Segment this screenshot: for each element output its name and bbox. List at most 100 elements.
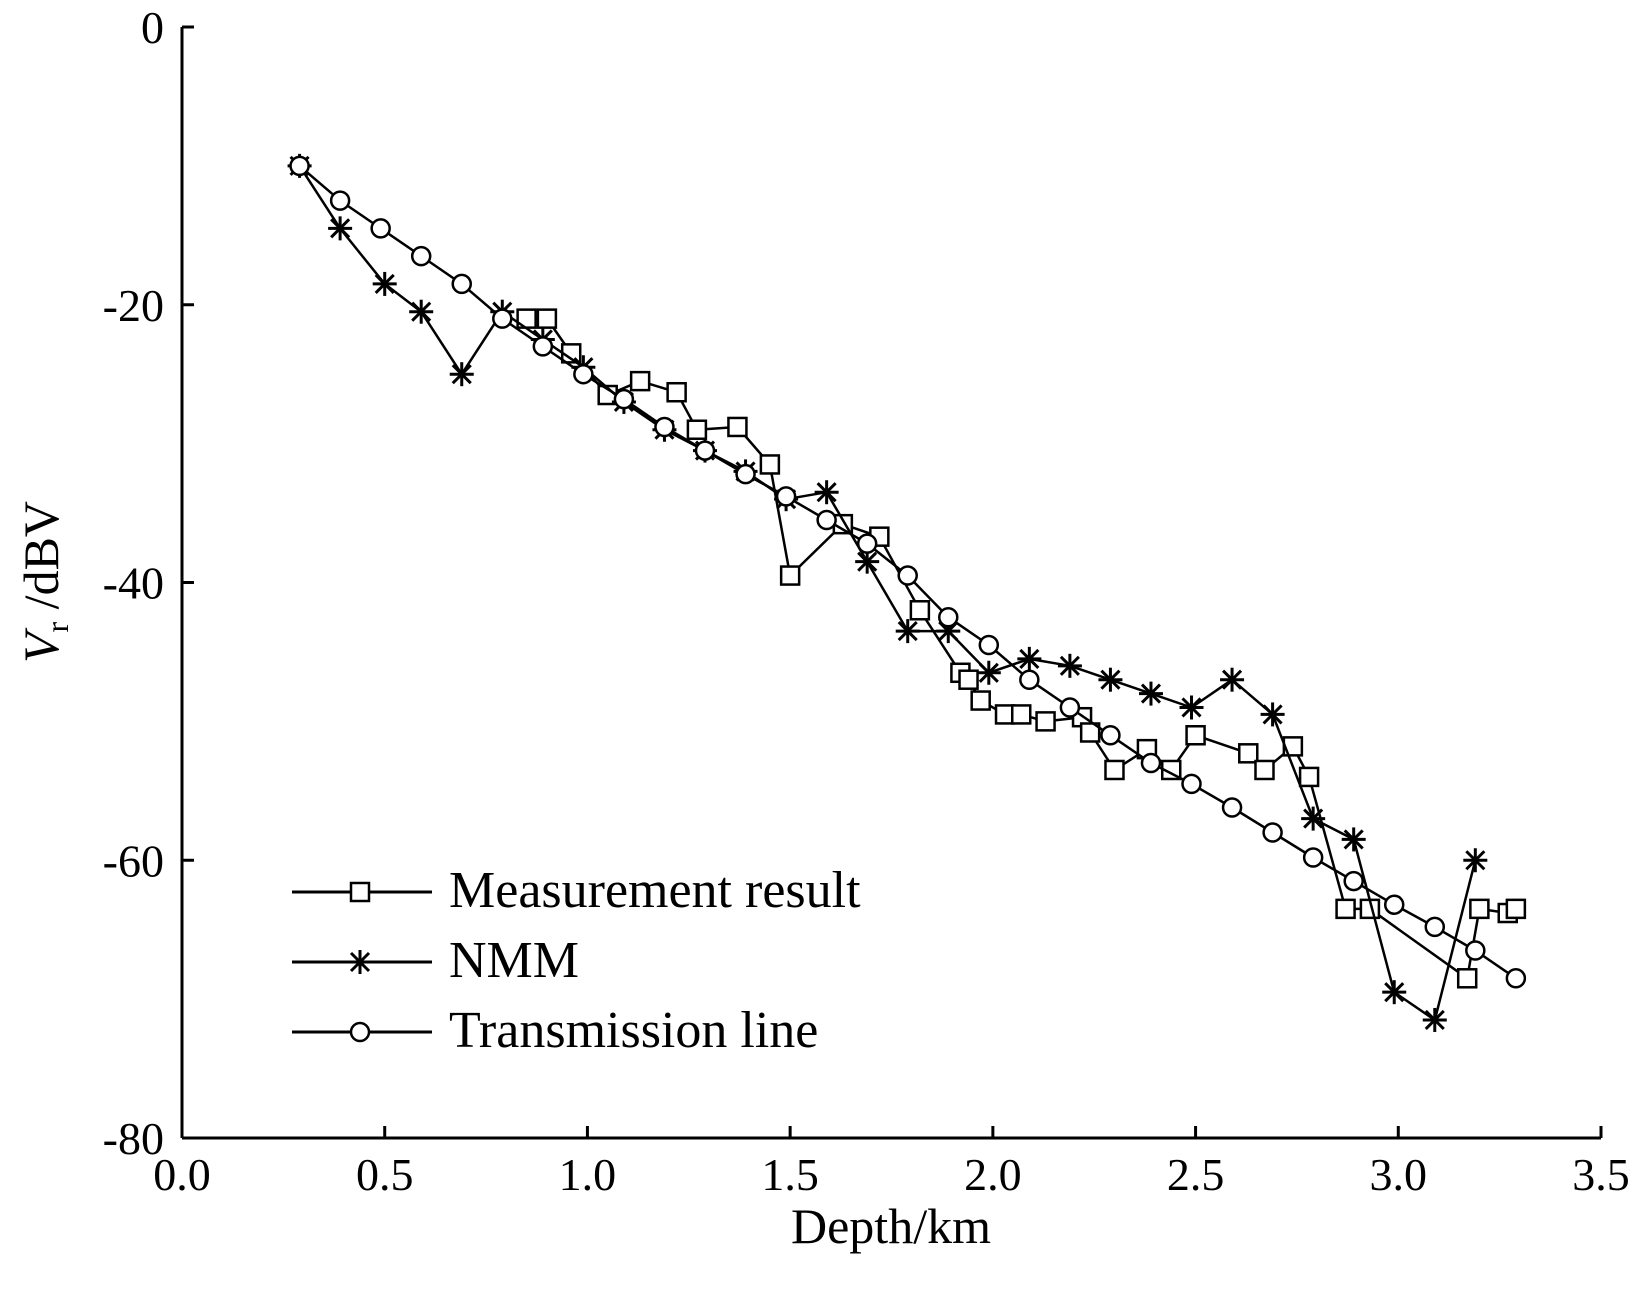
data-point xyxy=(1422,1007,1447,1032)
data-point xyxy=(1010,704,1032,725)
data-point xyxy=(938,606,959,628)
y-tick-label: 0 xyxy=(141,2,164,53)
data-point xyxy=(1456,968,1478,989)
data-point xyxy=(1220,667,1245,692)
data-point xyxy=(895,619,920,644)
data-point xyxy=(686,419,708,440)
y-tick-label: -60 xyxy=(103,835,164,886)
data-point xyxy=(328,216,353,241)
legend-label-measurement: Measurement result xyxy=(449,862,861,919)
y-axis-title-subscript: r xyxy=(39,621,75,632)
data-point xyxy=(1185,725,1206,746)
x-tick-label: 3.0 xyxy=(1370,1149,1428,1200)
y-tick-label: -80 xyxy=(103,1113,164,1164)
data-point xyxy=(1260,702,1285,727)
data-point xyxy=(1017,646,1042,671)
data-point xyxy=(1382,980,1407,1005)
x-tick-label: 2.0 xyxy=(964,1149,1022,1200)
data-point xyxy=(1059,697,1081,718)
data-point xyxy=(1343,870,1364,892)
data-point xyxy=(1301,806,1326,831)
data-point xyxy=(289,155,310,177)
data-point xyxy=(370,218,391,239)
y-tick-label: -20 xyxy=(103,280,164,331)
data-point xyxy=(613,388,635,410)
data-point xyxy=(654,416,675,438)
data-point xyxy=(1100,725,1121,746)
data-point xyxy=(1424,916,1446,938)
data-point xyxy=(759,454,781,475)
data-point xyxy=(573,363,594,385)
data-point xyxy=(1341,827,1366,852)
data-point xyxy=(1098,667,1123,692)
data-point xyxy=(1140,752,1162,774)
data-point xyxy=(1262,822,1283,843)
y-axis-title-main: V xyxy=(13,627,69,663)
data-point xyxy=(536,308,558,329)
data-point xyxy=(694,440,716,461)
data-point xyxy=(1335,898,1356,920)
data-point xyxy=(666,381,687,403)
data-point xyxy=(1302,847,1324,868)
data-point xyxy=(629,370,651,392)
legend-item-measurement: Measurement result xyxy=(292,862,861,919)
data-point xyxy=(1057,653,1082,678)
data-point xyxy=(1254,759,1275,781)
data-point xyxy=(1104,759,1125,781)
data-point xyxy=(779,565,801,586)
y-tick-label: -40 xyxy=(103,558,164,609)
series-circle xyxy=(289,155,1527,989)
data-point xyxy=(775,486,797,507)
y-axis-title-unit: /dBV xyxy=(13,501,69,622)
x-tick-label: 0.0 xyxy=(153,1149,211,1200)
data-point xyxy=(976,660,1001,685)
legend-marker-square xyxy=(349,881,371,903)
data-point xyxy=(1179,695,1204,720)
data-point xyxy=(1298,766,1320,788)
data-point xyxy=(856,533,878,554)
data-point xyxy=(1505,968,1527,989)
legend-marker-asterisk xyxy=(348,950,372,974)
x-axis-title: Depth/km xyxy=(791,1198,991,1254)
legend-label-nmm: NMM xyxy=(449,932,579,989)
y-axis-title: Vr /dBV xyxy=(13,501,75,663)
data-point xyxy=(1463,848,1488,873)
legend-item-transmission: Transmission line xyxy=(292,1002,818,1059)
data-point xyxy=(1505,898,1527,920)
data-point xyxy=(1383,894,1405,915)
data-point xyxy=(909,600,931,621)
data-point xyxy=(814,480,839,505)
data-point xyxy=(727,416,748,438)
series-layer xyxy=(287,153,1527,1032)
data-point xyxy=(1221,797,1243,818)
x-ticks: 0.0 0.5 1.0 1.5 2.0 2.5 3.0 3.5 xyxy=(153,1126,1630,1200)
y-ticks: 0 -20 -40 -60 -80 xyxy=(103,2,194,1164)
x-tick-label: 1.5 xyxy=(761,1149,819,1200)
data-point xyxy=(1035,711,1056,732)
data-point xyxy=(409,299,434,324)
data-point xyxy=(492,308,513,329)
legend: Measurement result NMM Transmission line xyxy=(292,862,861,1059)
data-point xyxy=(978,634,1000,656)
data-point xyxy=(735,463,756,485)
data-point xyxy=(329,190,351,211)
data-point xyxy=(1079,722,1101,743)
data-point xyxy=(1181,773,1202,795)
data-point xyxy=(1138,681,1163,706)
data-point xyxy=(970,690,991,711)
x-tick-label: 1.0 xyxy=(559,1149,617,1200)
data-point xyxy=(816,509,837,531)
data-point xyxy=(1238,743,1259,764)
data-point xyxy=(532,336,554,357)
data-point xyxy=(1469,898,1490,920)
legend-marker-circle xyxy=(349,1021,371,1043)
data-point xyxy=(451,273,472,295)
x-tick-label: 2.5 xyxy=(1167,1149,1225,1200)
data-point xyxy=(410,245,432,267)
data-point xyxy=(1465,940,1486,961)
data-point xyxy=(897,565,918,586)
x-tick-label: 3.5 xyxy=(1572,1149,1630,1200)
legend-item-nmm: NMM xyxy=(292,932,579,989)
x-tick-label: 0.5 xyxy=(356,1149,414,1200)
